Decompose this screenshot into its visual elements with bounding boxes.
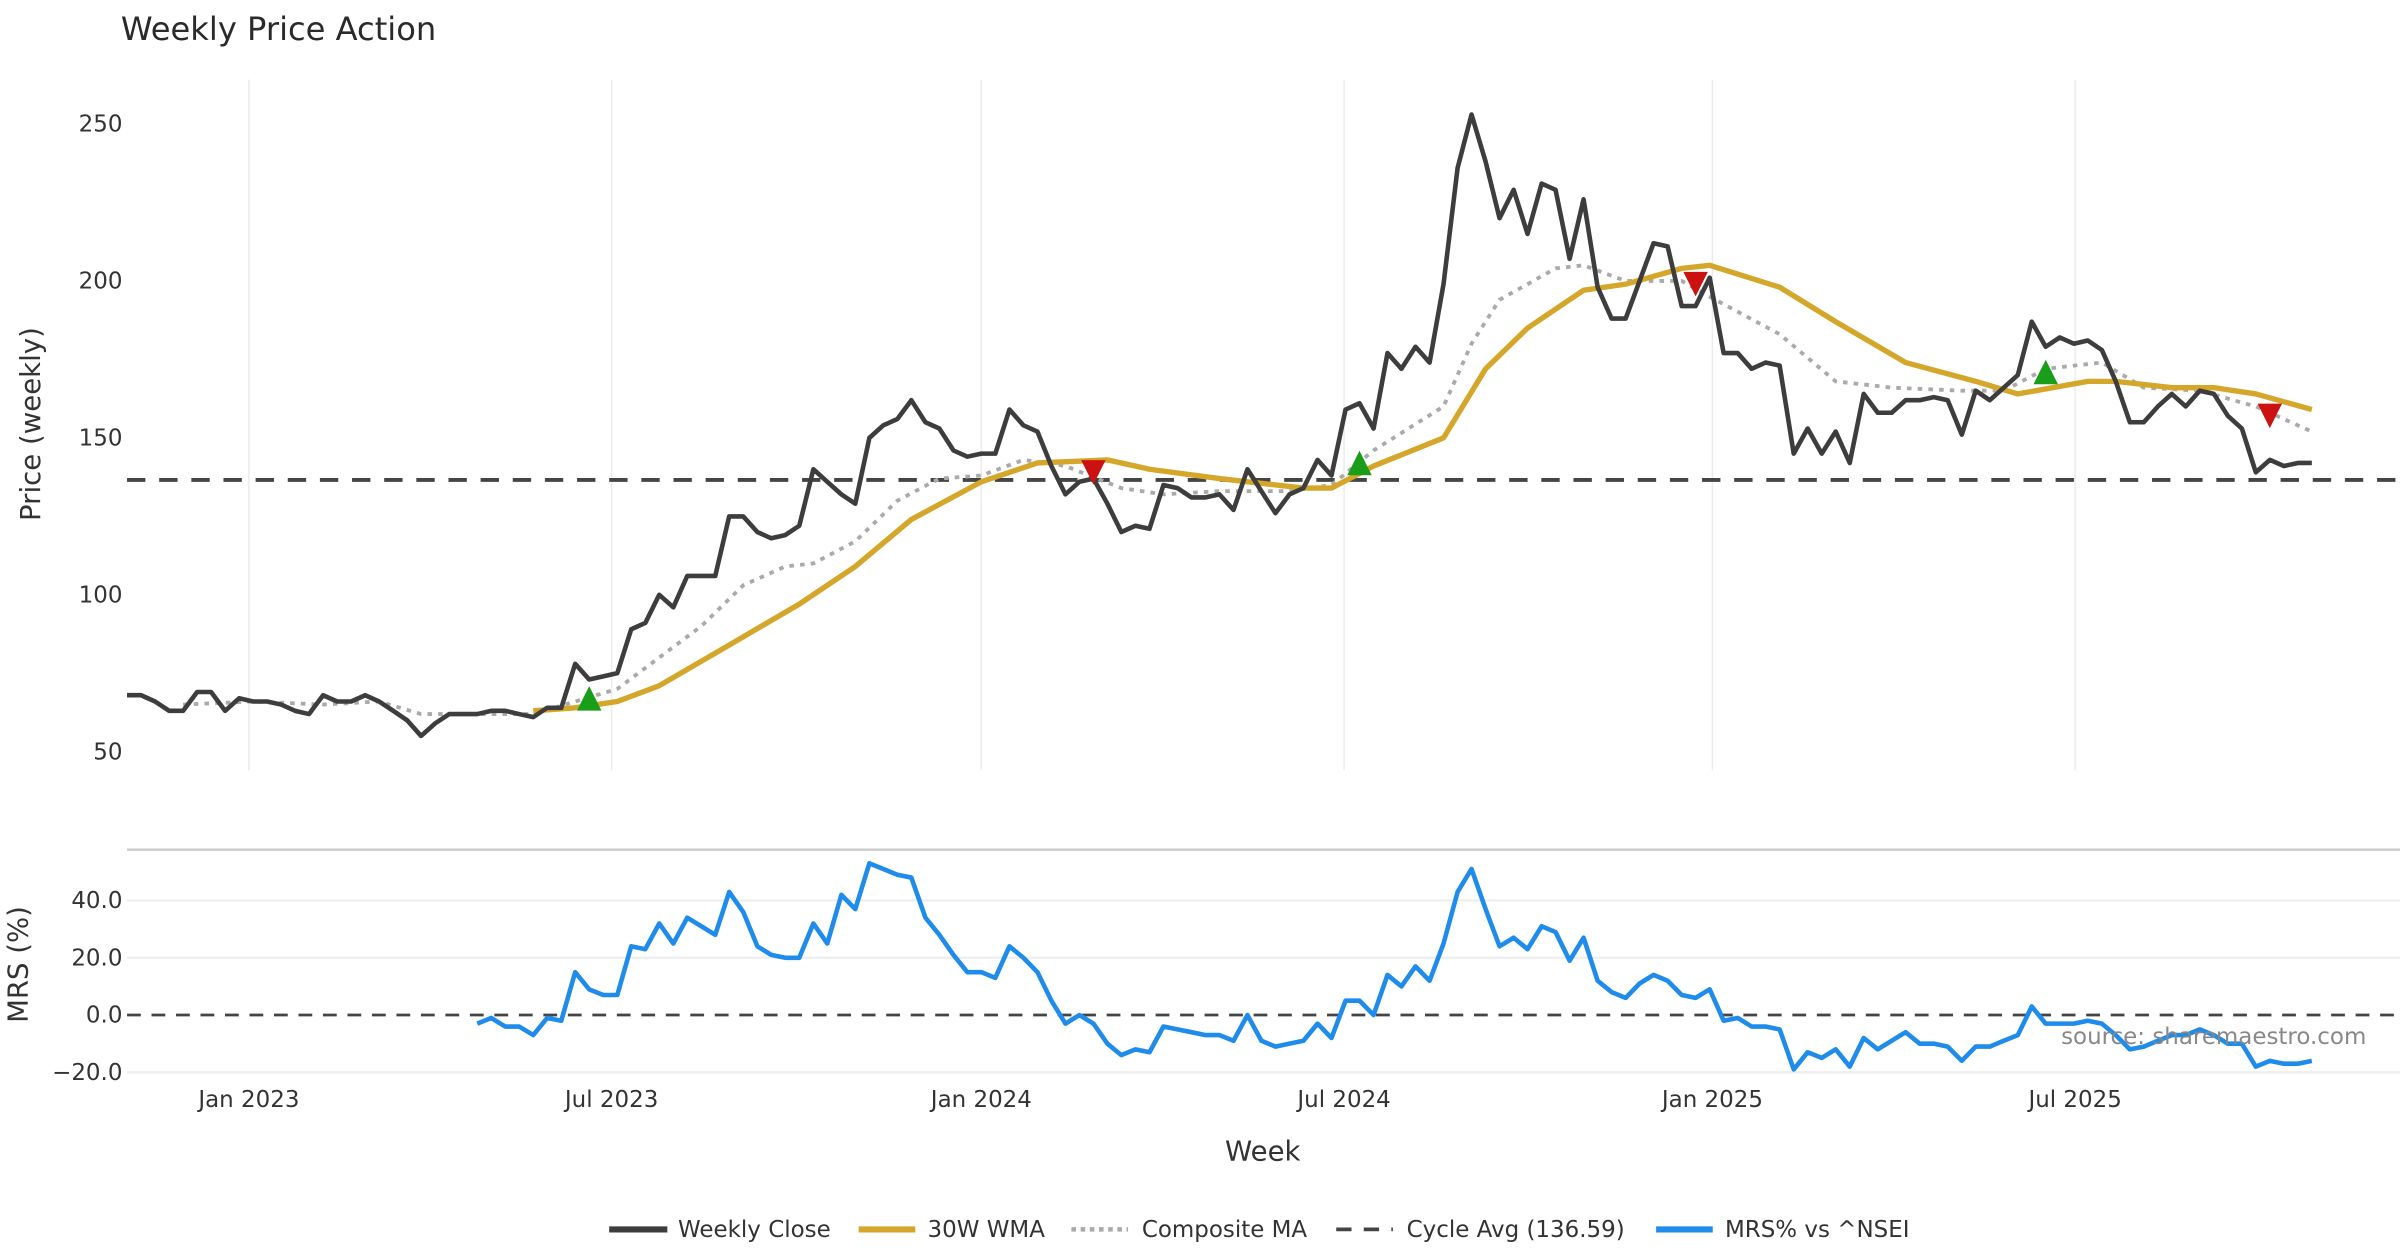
price-y-tick-label: 250 (79, 112, 123, 138)
x-tick-label: Jul 2023 (563, 1087, 658, 1113)
buy-signal-marker (1347, 450, 1372, 476)
price-y-tick-label: 100 (79, 582, 123, 608)
mrs-line (476, 861, 2313, 1072)
x-tick-label: Jan 2024 (929, 1087, 1032, 1113)
legend: Weekly Close 30W WMA Composite MA Cycle … (609, 1217, 1909, 1243)
legend-label-mrs: MRS% vs ^NSEI (1725, 1217, 1909, 1243)
legend-label-cycle-avg: Cycle Avg (136.59) (1407, 1217, 1625, 1243)
price-y-tick-label: 200 (79, 269, 123, 295)
x-tick-label: Jul 2024 (1295, 1087, 1390, 1113)
mrs-y-axis-label: MRS (%) (3, 906, 35, 1023)
buy-signal-marker (2033, 359, 2058, 385)
x-tick-label: Jan 2023 (196, 1087, 299, 1113)
x-axis-label: Week (1225, 1135, 1301, 1167)
price-y-tick-label: 50 (93, 739, 122, 765)
composite-ma-line (182, 263, 2313, 716)
sell-signal-marker (1683, 271, 1708, 297)
legend-label-composite-ma: Composite MA (1142, 1217, 1308, 1243)
wma-30w-line (533, 262, 2313, 714)
price-y-tick-label: 150 (79, 426, 123, 452)
chart-title: Weekly Price Action (121, 10, 436, 48)
mrs-y-tick-label: 40.0 (71, 888, 122, 914)
sell-signal-marker (2257, 403, 2283, 429)
source-note: source: sharemaestro.com (2061, 1024, 2366, 1050)
sell-signal-marker (1081, 460, 1106, 485)
x-tick-label: Jul 2025 (2026, 1087, 2121, 1113)
buy-signal-marker (576, 686, 602, 711)
legend-label-wma: 30W WMA (928, 1217, 1046, 1243)
price-y-axis-label: Price (weekly) (15, 327, 47, 521)
legend-label-weekly-close: Weekly Close (678, 1217, 831, 1243)
mrs-y-tick-label: −20.0 (52, 1060, 122, 1086)
weekly-close-line (127, 112, 2312, 739)
mrs-y-tick-label: 20.0 (71, 945, 122, 971)
x-tick-label: Jan 2025 (1660, 1087, 1763, 1113)
mrs-y-tick-label: 0.0 (86, 1003, 123, 1029)
